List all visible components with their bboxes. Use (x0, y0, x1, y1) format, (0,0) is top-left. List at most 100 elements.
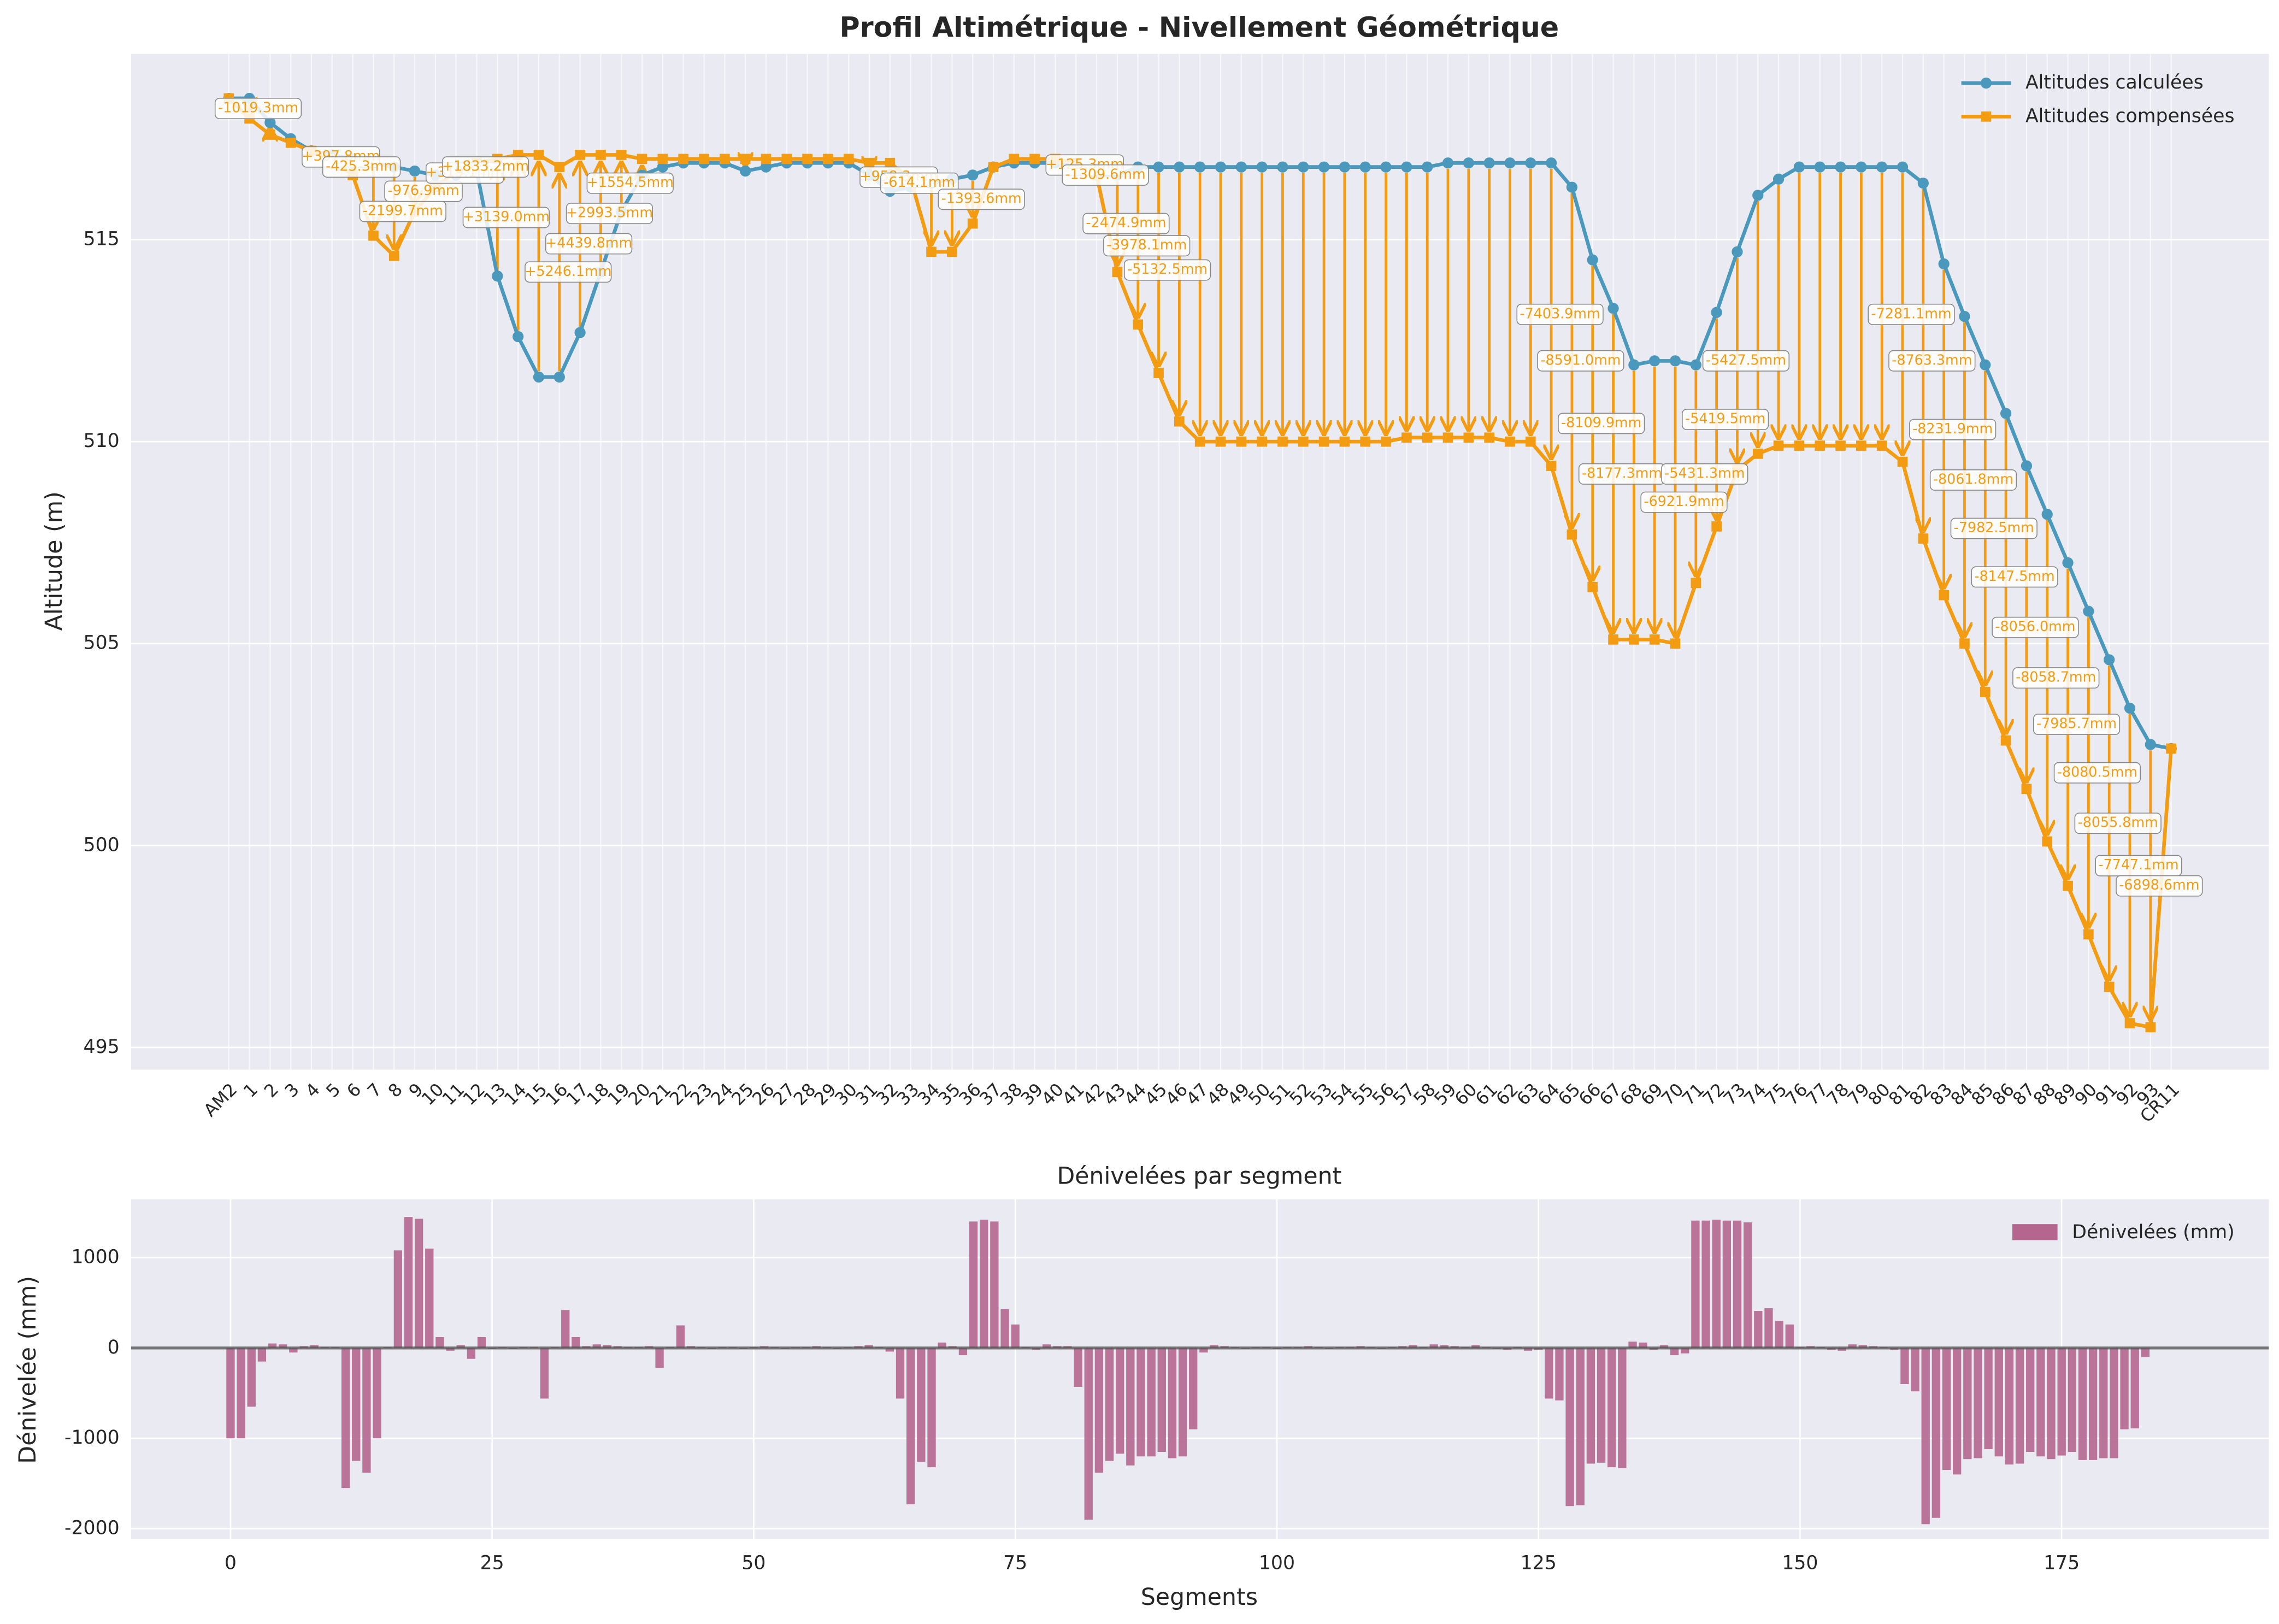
bar (990, 1221, 999, 1348)
bar (1931, 1348, 1941, 1518)
annotation: +4439.8mm (545, 234, 632, 251)
bar (938, 1342, 946, 1348)
bar (1189, 1348, 1198, 1429)
point (1897, 456, 1908, 467)
point (1381, 436, 1391, 447)
point (2145, 739, 2156, 750)
point (967, 218, 978, 229)
point (2000, 408, 2012, 419)
point (1380, 161, 1392, 173)
bar (1618, 1348, 1627, 1468)
point (1567, 529, 1577, 540)
annotation-box (1929, 469, 2017, 491)
point (1236, 436, 1247, 447)
point (1422, 432, 1433, 443)
annotation: -8591.0mm (1540, 351, 1621, 368)
annotation-box (2033, 714, 2121, 735)
point (1133, 319, 1144, 330)
point (1876, 440, 1887, 451)
annotation: -6898.6mm (2119, 876, 2199, 893)
point (1194, 436, 1205, 447)
bar (425, 1248, 434, 1348)
x-tick-label: 3 (281, 1079, 303, 1102)
point (1174, 161, 1185, 173)
point (1897, 161, 1909, 173)
bar (1722, 1220, 1732, 1348)
annotation-box (880, 172, 959, 194)
point (1359, 161, 1371, 173)
x-tick-label: 1 (239, 1079, 262, 1102)
point (554, 162, 565, 172)
point (409, 165, 421, 177)
point (1629, 634, 1639, 645)
bar (2026, 1348, 2035, 1452)
point (1959, 638, 1970, 649)
chart-title: Dénivelées par segment (1057, 1162, 1341, 1190)
bar (885, 1348, 894, 1352)
point (2021, 460, 2033, 472)
point (2104, 981, 2115, 992)
point (1153, 161, 1164, 173)
bar (1126, 1348, 1135, 1466)
bar (467, 1348, 476, 1359)
point (2145, 1022, 2156, 1033)
bar (1691, 1220, 1700, 1348)
bar (1168, 1348, 1177, 1458)
point (1174, 416, 1185, 427)
point (1257, 436, 1267, 447)
bar (2110, 1348, 2118, 1458)
point (1505, 436, 1515, 447)
annotation: -8763.3mm (1892, 351, 1972, 368)
bar (1785, 1324, 1794, 1348)
bar (917, 1348, 926, 1462)
bar (362, 1348, 371, 1473)
annotation: -8061.8mm (1933, 470, 2013, 487)
annotation: -8147.5mm (1975, 568, 2055, 584)
point (285, 137, 296, 148)
bar (279, 1344, 287, 1348)
y-tick-label: 500 (84, 834, 120, 856)
annotation: -5427.5mm (1706, 351, 1786, 368)
point (678, 154, 689, 164)
annotation-box (441, 156, 529, 178)
bar (1953, 1348, 1962, 1475)
annotation: -5132.5mm (1127, 261, 1208, 277)
annotation-box (1558, 413, 1645, 434)
point (492, 270, 503, 282)
point (761, 154, 772, 164)
point (1029, 154, 1040, 164)
point (1856, 440, 1866, 451)
annotation-box (2074, 813, 2162, 834)
point (1691, 578, 1701, 589)
bar (2078, 1348, 2087, 1460)
y-tick-label: -1000 (64, 1427, 120, 1449)
point (533, 150, 544, 160)
x-tick-label: AM2 (199, 1079, 241, 1121)
point (988, 162, 999, 172)
point (1112, 267, 1123, 278)
legend-marker (1981, 111, 1992, 122)
point (1442, 432, 1453, 443)
point (1815, 440, 1825, 451)
annotation-box (1682, 409, 1769, 431)
point (2000, 735, 2011, 746)
point (699, 154, 709, 164)
point (616, 150, 627, 160)
point (2124, 702, 2136, 714)
point (1587, 581, 1598, 592)
annotation-box (1537, 350, 1624, 372)
bar (2015, 1348, 2024, 1464)
point (2083, 605, 2094, 617)
point (1318, 161, 1330, 173)
annotation: -1309.6mm (1065, 166, 1146, 182)
legend-swatch (2012, 1224, 2058, 1240)
x-tick-label: 75 (1003, 1552, 1027, 1574)
annotation: -8056.0mm (1995, 618, 2075, 634)
annotation-box (1123, 259, 1211, 281)
point (1566, 181, 1578, 193)
point (657, 154, 668, 164)
point (1277, 161, 1288, 173)
point (843, 154, 854, 164)
x-tick-label: 7 (363, 1079, 386, 1102)
point (1525, 157, 1536, 169)
